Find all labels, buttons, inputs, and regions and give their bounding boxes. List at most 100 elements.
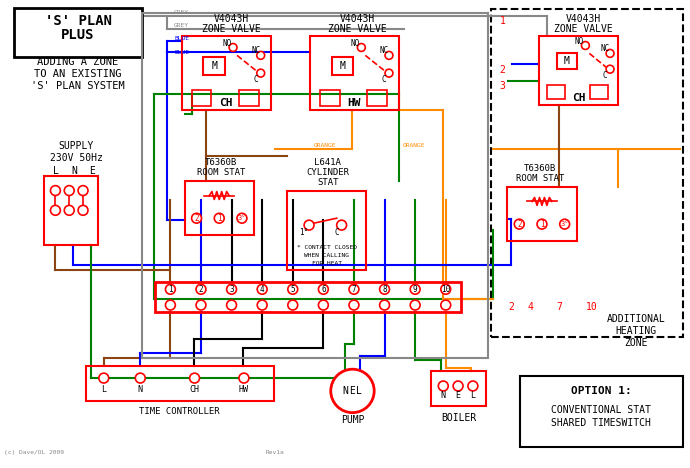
Circle shape	[385, 69, 393, 77]
Circle shape	[288, 300, 297, 310]
Circle shape	[192, 213, 201, 223]
Bar	[287, 190, 366, 270]
Circle shape	[215, 213, 224, 223]
Text: ADDITIONAL: ADDITIONAL	[607, 314, 665, 324]
Text: N: N	[343, 386, 348, 396]
Text: 2: 2	[509, 302, 514, 312]
Text: WHEN CALLING: WHEN CALLING	[304, 253, 349, 258]
Bar	[86, 366, 273, 401]
Circle shape	[582, 42, 589, 50]
Bar	[239, 90, 259, 106]
Circle shape	[304, 220, 314, 230]
Text: 2: 2	[194, 214, 199, 223]
Text: N: N	[71, 166, 77, 176]
Text: 4: 4	[260, 285, 264, 294]
Text: 2: 2	[500, 65, 505, 75]
Bar	[43, 176, 98, 245]
Text: 'S' PLAN: 'S' PLAN	[45, 14, 112, 28]
Circle shape	[237, 213, 247, 223]
Text: 4: 4	[527, 302, 533, 312]
Text: OPTION 1:: OPTION 1:	[571, 386, 631, 396]
Text: HW: HW	[239, 386, 249, 395]
Circle shape	[166, 285, 175, 294]
Circle shape	[50, 205, 60, 215]
Text: GREY: GREY	[175, 10, 189, 15]
Text: 1°: 1°	[299, 227, 308, 236]
Text: 8: 8	[382, 285, 387, 294]
Bar	[155, 282, 461, 312]
Circle shape	[318, 285, 328, 294]
Text: 1: 1	[500, 16, 505, 26]
Bar	[547, 85, 564, 99]
Circle shape	[50, 186, 60, 196]
Circle shape	[226, 285, 237, 294]
Text: N: N	[138, 386, 143, 395]
Text: 3°: 3°	[560, 221, 569, 227]
Bar	[520, 376, 683, 447]
Circle shape	[64, 205, 74, 215]
Circle shape	[190, 373, 199, 383]
Text: 3: 3	[500, 81, 505, 91]
Text: STAT: STAT	[317, 178, 339, 187]
Text: V4043H: V4043H	[213, 14, 248, 24]
Circle shape	[380, 285, 389, 294]
Circle shape	[99, 373, 109, 383]
Text: 10: 10	[441, 285, 451, 294]
Text: NO: NO	[222, 39, 232, 48]
Circle shape	[196, 285, 206, 294]
Text: 1: 1	[217, 214, 221, 223]
Circle shape	[196, 300, 206, 310]
Bar	[367, 90, 387, 106]
Bar	[539, 36, 618, 105]
Text: ZONE VALVE: ZONE VALVE	[201, 24, 260, 34]
Text: V4043H: V4043H	[566, 14, 601, 24]
Circle shape	[318, 300, 328, 310]
Circle shape	[453, 381, 463, 391]
Text: 2: 2	[517, 219, 522, 229]
Text: Rev1a: Rev1a	[266, 450, 285, 454]
Text: 3: 3	[229, 285, 234, 294]
Text: NC: NC	[600, 44, 610, 53]
Bar	[14, 8, 142, 58]
Bar	[192, 90, 211, 106]
Circle shape	[288, 285, 297, 294]
Text: M: M	[339, 61, 346, 71]
Text: 2: 2	[199, 285, 204, 294]
Circle shape	[411, 300, 420, 310]
Text: L: L	[101, 386, 106, 395]
Circle shape	[337, 220, 346, 230]
Text: NO: NO	[351, 39, 360, 48]
Text: M: M	[564, 56, 569, 66]
Text: ORANGE: ORANGE	[313, 143, 336, 148]
Text: 1: 1	[540, 219, 544, 229]
Text: 9: 9	[413, 285, 417, 294]
Text: BLUE: BLUE	[175, 36, 189, 41]
Bar	[431, 371, 486, 406]
Text: 1: 1	[168, 285, 172, 294]
Text: TO AN EXISTING: TO AN EXISTING	[34, 69, 122, 79]
Text: ORANGE: ORANGE	[402, 143, 425, 148]
Circle shape	[357, 44, 365, 51]
Bar	[310, 36, 399, 110]
Text: L: L	[471, 391, 475, 400]
Text: E: E	[89, 166, 95, 176]
Circle shape	[385, 51, 393, 59]
Text: * CONTACT CLOSED: * CONTACT CLOSED	[297, 245, 357, 250]
Circle shape	[349, 285, 359, 294]
Bar	[557, 53, 577, 69]
Text: T6360B: T6360B	[524, 164, 556, 173]
Text: 'S' PLAN SYSTEM: 'S' PLAN SYSTEM	[31, 81, 125, 91]
Text: 230V 50Hz: 230V 50Hz	[50, 153, 103, 163]
Text: 10: 10	[585, 302, 597, 312]
Text: ZONE VALVE: ZONE VALVE	[328, 24, 387, 34]
Circle shape	[257, 285, 267, 294]
Text: 7: 7	[352, 285, 356, 294]
Text: L: L	[53, 166, 59, 176]
Text: T6360B: T6360B	[205, 159, 237, 168]
Text: L641A: L641A	[315, 159, 342, 168]
Text: C: C	[335, 227, 339, 236]
Text: C: C	[603, 71, 607, 80]
Text: C: C	[253, 74, 258, 84]
Text: C: C	[382, 74, 386, 84]
Circle shape	[229, 44, 237, 51]
